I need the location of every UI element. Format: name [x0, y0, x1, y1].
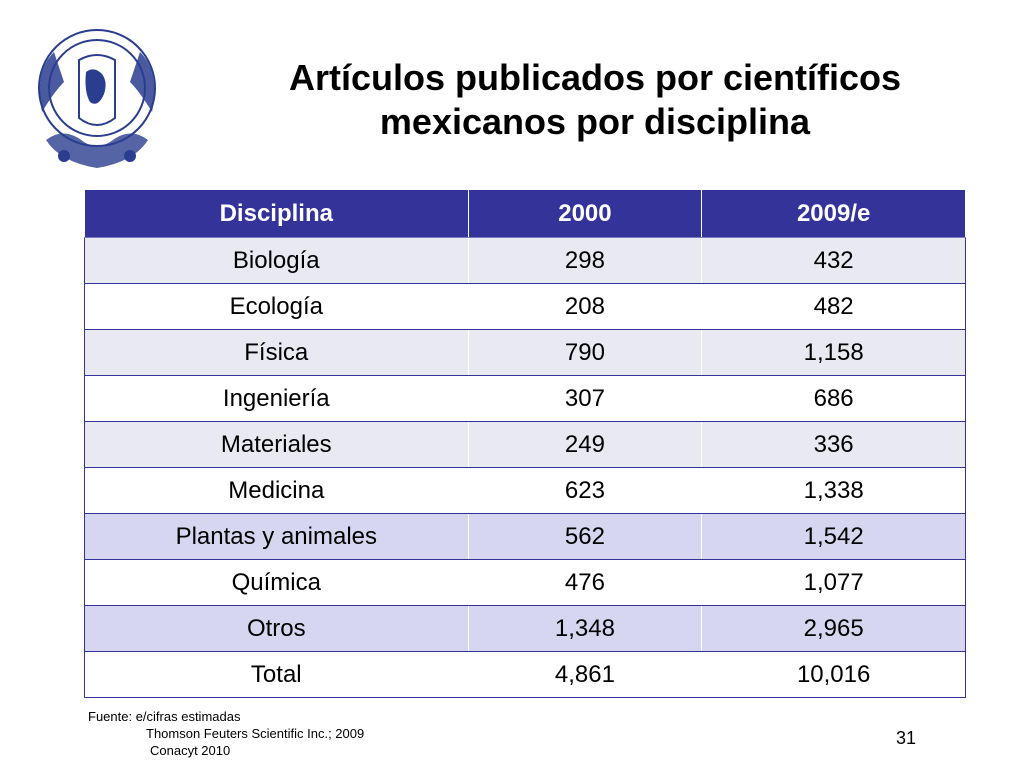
table-cell: Ingeniería	[84, 375, 469, 422]
table-cell: 298	[467, 237, 703, 284]
unam-seal-icon	[38, 29, 156, 168]
table-cell: 476	[467, 559, 703, 606]
table-cell: 623	[467, 467, 703, 514]
table-cell: 1,158	[701, 329, 966, 376]
table-cell: 482	[701, 283, 966, 330]
table-cell: 336	[701, 421, 966, 468]
column-header: 2009/e	[701, 190, 966, 238]
table-cell: Otros	[84, 605, 469, 652]
table-cell: 10,016	[701, 651, 966, 698]
page-number: 31	[896, 728, 917, 748]
table-row: Otros 1,348 2,965	[84, 605, 966, 652]
table-header-row: Disciplina 2000 2009/e	[84, 190, 966, 238]
table-cell: Materiales	[84, 421, 469, 468]
source-line-1: Fuente: e/cifras estimadas	[88, 709, 241, 724]
table-row: Ecología 208 482	[84, 283, 966, 330]
table-row-total: Total 4,861 10,016	[84, 651, 966, 698]
table-cell: Física	[84, 329, 469, 376]
table-cell: 2,965	[701, 605, 966, 652]
table-cell: 1,348	[467, 605, 703, 652]
table-cell: Total	[84, 651, 469, 698]
table-row: Física 790 1,158	[84, 329, 966, 376]
table-cell: 686	[701, 375, 966, 422]
title-line-2: mexicanos por disciplina	[379, 101, 811, 142]
source-line-3: Conacyt 2010	[150, 743, 231, 758]
title-line-1: Artículos publicados por científicos	[288, 57, 902, 98]
table-row: Biología 298 432	[84, 237, 966, 284]
column-header: Disciplina	[84, 190, 469, 238]
table-row: Química 476 1,077	[84, 559, 966, 606]
table-cell: 4,861	[467, 651, 703, 698]
table-row: Ingeniería 307 686	[84, 375, 966, 422]
table-cell: 562	[467, 513, 703, 560]
table-cell: Medicina	[84, 467, 469, 514]
table-cell: 249	[467, 421, 703, 468]
table-cell: 1,338	[701, 467, 966, 514]
table-row: Plantas y animales 562 1,542	[84, 513, 966, 560]
page-title: Artículos publicados por científicos mex…	[190, 56, 1000, 144]
table-cell: Ecología	[84, 283, 469, 330]
table-cell: Plantas y animales	[84, 513, 469, 560]
table-cell: Química	[84, 559, 469, 606]
column-header: 2000	[467, 190, 703, 238]
table-cell: 432	[701, 237, 966, 284]
table-row: Materiales 249 336	[84, 421, 966, 468]
table-cell: 1,542	[701, 513, 966, 560]
table-cell: 790	[467, 329, 703, 376]
source-line-2: Thomson Feuters Scientific Inc.; 2009	[146, 726, 365, 741]
table-row: Medicina 623 1,338	[84, 467, 966, 514]
table-cell: 208	[467, 283, 703, 330]
table-cell: Biología	[84, 237, 469, 284]
table-cell: 307	[467, 375, 703, 422]
table-cell: 1,077	[701, 559, 966, 606]
data-table: Disciplina 2000 2009/e Biología 298 432 …	[84, 190, 966, 698]
source-note: Fuente: e/cifras estimadas Thomson Feute…	[88, 708, 364, 759]
